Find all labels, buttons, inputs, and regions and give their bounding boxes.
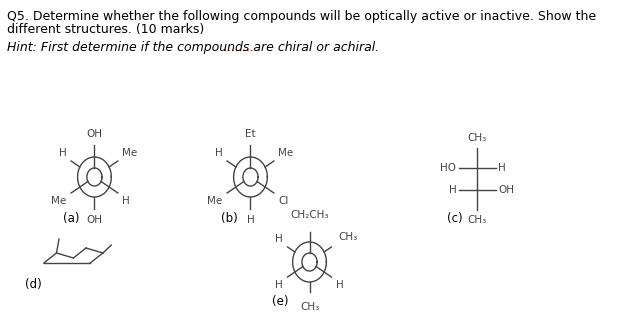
Text: CH₃: CH₃ <box>339 232 358 242</box>
Text: Q5. Determine whether the following compounds will be optically active or inacti: Q5. Determine whether the following comp… <box>7 10 596 23</box>
Text: (c): (c) <box>447 212 463 225</box>
Text: H: H <box>449 185 456 195</box>
Text: H: H <box>498 163 506 173</box>
Text: OH: OH <box>498 185 514 195</box>
Text: H: H <box>215 148 223 158</box>
Text: Me: Me <box>278 148 293 158</box>
Text: Cl: Cl <box>278 196 289 206</box>
Text: OH: OH <box>86 215 102 225</box>
Text: Me: Me <box>52 196 66 206</box>
Text: CH₃: CH₃ <box>300 302 319 312</box>
Text: OH: OH <box>86 129 102 139</box>
Text: (b): (b) <box>221 212 238 225</box>
Text: (d): (d) <box>26 278 42 291</box>
Text: different structures. (10 marks): different structures. (10 marks) <box>7 23 204 36</box>
Text: H: H <box>336 280 344 290</box>
Text: Et: Et <box>245 129 256 139</box>
Text: Me: Me <box>122 148 137 158</box>
Text: H: H <box>59 148 66 158</box>
Text: (a): (a) <box>63 212 80 225</box>
Text: H: H <box>122 196 130 206</box>
Text: H: H <box>275 234 283 244</box>
Text: Me: Me <box>208 196 223 206</box>
Text: H: H <box>275 280 283 290</box>
Text: HO: HO <box>440 163 456 173</box>
Text: H: H <box>247 215 254 225</box>
Text: CH₃: CH₃ <box>468 133 487 143</box>
Text: CH₂CH₃: CH₂CH₃ <box>290 210 328 220</box>
Text: Hint: First determine if the compounds are chiral or achiral.: Hint: First determine if the compounds a… <box>7 41 379 54</box>
Text: CH₃: CH₃ <box>468 215 487 225</box>
Text: (e): (e) <box>272 295 289 308</box>
